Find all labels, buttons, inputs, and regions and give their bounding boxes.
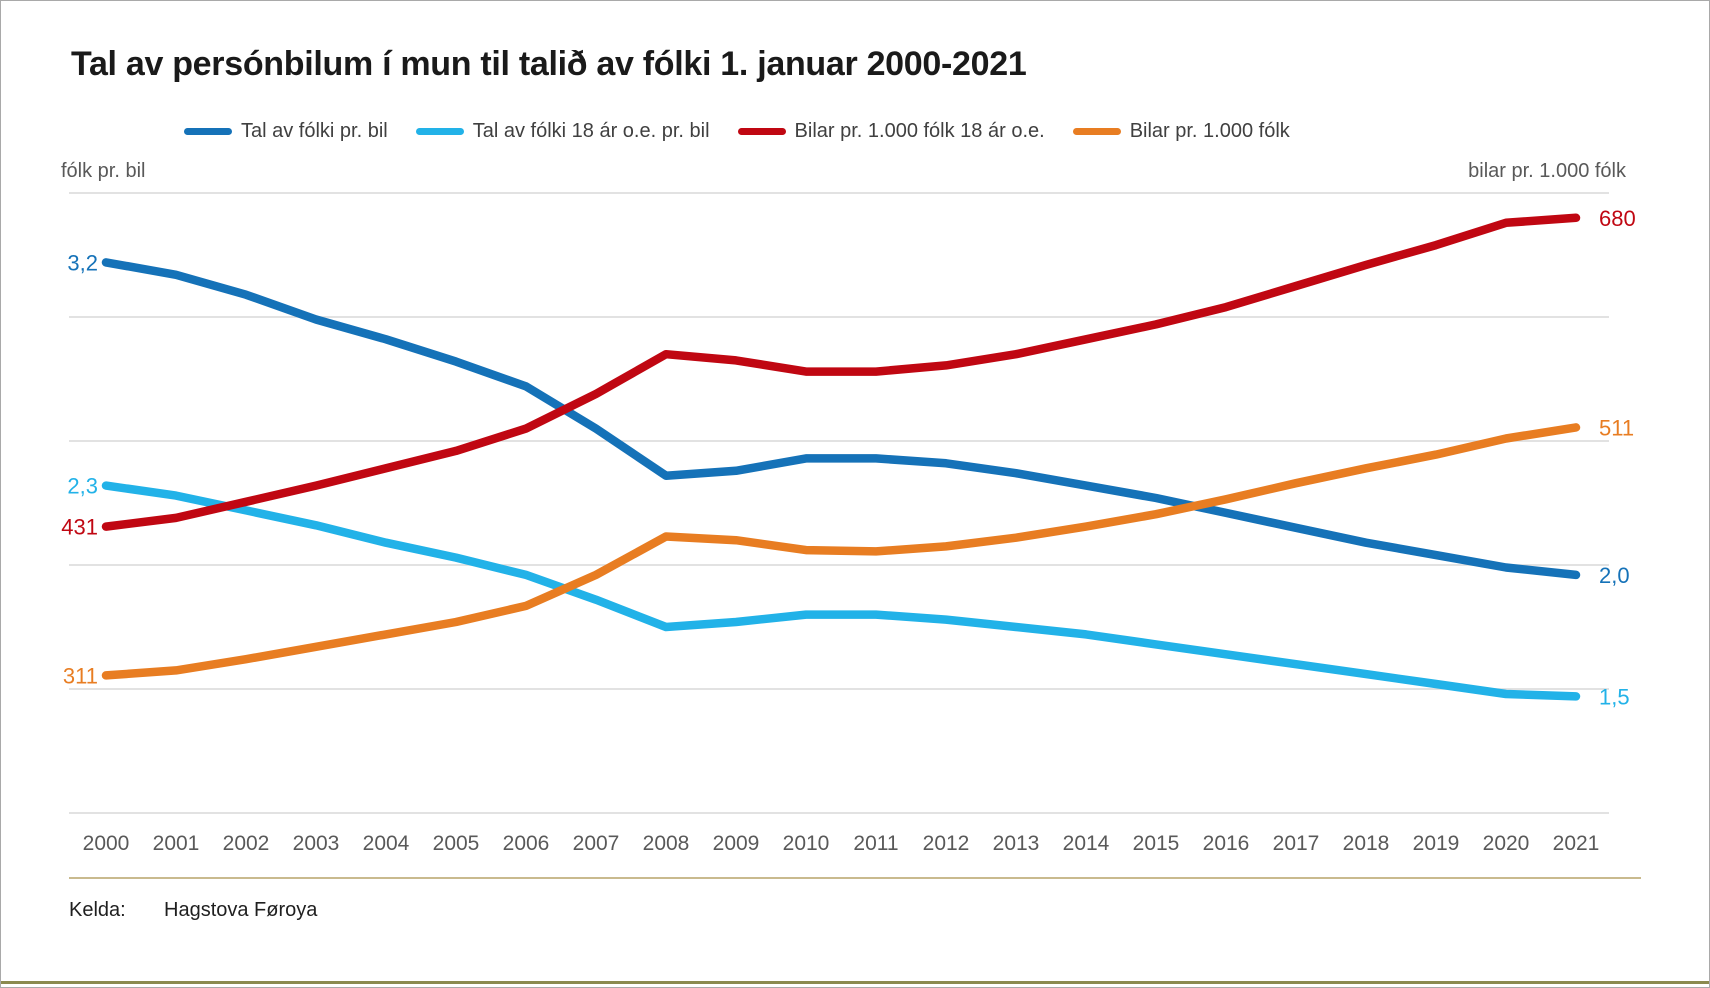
footer-separator-line (69, 877, 1641, 879)
series-line-tal-av-f-lki-pr-bil (101, 258, 1581, 580)
x-axis-label: 2011 (853, 832, 898, 855)
value-label-start-tal-av-f-lki-18-r-o-e-pr-bil: 2,3 (67, 474, 98, 499)
value-label-start-tal-av-f-lki-pr-bil: 3,2 (67, 250, 98, 275)
legend-swatch-folk-18-pr-bil (415, 128, 464, 135)
chart-legend: Tal av fólki pr. bil Tal av fólki 18 ár … (184, 120, 1290, 143)
x-axis-label: 2017 (1273, 832, 1320, 855)
value-label-end-tal-av-f-lki-18-r-o-e-pr-bil: 1,5 (1599, 684, 1630, 709)
chart-title: Tal av persónbilum í mun til talið av fó… (71, 45, 1027, 83)
value-label-end-bilar-pr-1-000-f-lk-18-r-o-e: 680 (1599, 206, 1636, 231)
x-axis-label: 2005 (433, 832, 480, 855)
right-axis-caption: bilar pr. 1.000 fólk (1468, 160, 1626, 182)
left-axis-caption: fólk pr. bil (61, 160, 146, 182)
source-value: Hagstova Føroya (164, 899, 318, 921)
legend-item-folk-pr-bil: Tal av fólki pr. bil (184, 120, 388, 143)
x-axis-label: 2010 (783, 832, 830, 855)
x-axis-label: 2003 (293, 832, 340, 855)
legend-item-bilar-1000: Bilar pr. 1.000 fólk (1072, 120, 1290, 143)
x-axis-label: 2014 (1063, 832, 1110, 855)
x-axis-label: 2004 (363, 832, 410, 855)
x-axis-label: 2009 (713, 832, 760, 855)
legend-label: Tal av fólki pr. bil (241, 120, 388, 142)
x-axis-label: 2006 (503, 832, 550, 855)
source-note: Kelda: Hagstova Føroya (69, 899, 317, 922)
legend-item-bilar-1000-18: Bilar pr. 1.000 fólk 18 ár o.e. (737, 120, 1045, 143)
x-axis-label: 2000 (83, 832, 130, 855)
series-line-bilar-pr-1-000-f-lk (101, 423, 1581, 680)
x-axis-label: 2008 (643, 832, 690, 855)
legend-swatch-bilar-1000-18 (737, 128, 786, 135)
value-label-end-tal-av-f-lki-pr-bil: 2,0 (1599, 563, 1630, 588)
source-label: Kelda: (69, 899, 126, 921)
x-axis-label: 2019 (1413, 832, 1460, 855)
x-axis-label: 2020 (1483, 832, 1530, 855)
legend-label: Bilar pr. 1.000 fólk 18 ár o.e. (794, 120, 1045, 142)
x-axis-label: 2018 (1343, 832, 1390, 855)
x-axis-label: 2015 (1133, 832, 1180, 855)
legend-label: Bilar pr. 1.000 fólk (1129, 120, 1290, 142)
x-axis-label: 2013 (993, 832, 1040, 855)
x-axis-label: 2012 (923, 832, 970, 855)
legend-swatch-bilar-1000 (1072, 128, 1121, 135)
value-label-start-bilar-pr-1-000-f-lk-18-r-o-e: 431 (61, 515, 98, 540)
legend-label: Tal av fólki 18 ár o.e. pr. bil (472, 120, 710, 142)
legend-item-folk-18-pr-bil: Tal av fólki 18 ár o.e. pr. bil (415, 120, 710, 143)
series-line-bilar-pr-1-000-f-lk-18-r-o-e (101, 213, 1581, 531)
legend-swatch-folk-pr-bil (184, 128, 232, 135)
bottom-accent-line (1, 981, 1709, 984)
value-label-end-bilar-pr-1-000-f-lk: 511 (1599, 415, 1634, 440)
value-label-start-bilar-pr-1-000-f-lk: 311 (63, 663, 98, 688)
x-axis-label: 2002 (223, 832, 270, 855)
series-line-tal-av-f-lki-18-r-o-e-pr-bil (101, 481, 1581, 701)
x-axis-label: 2001 (153, 832, 200, 855)
x-axis-label: 2021 (1553, 832, 1600, 855)
x-axis-label: 2007 (573, 832, 620, 855)
x-axis-label: 2016 (1203, 832, 1250, 855)
